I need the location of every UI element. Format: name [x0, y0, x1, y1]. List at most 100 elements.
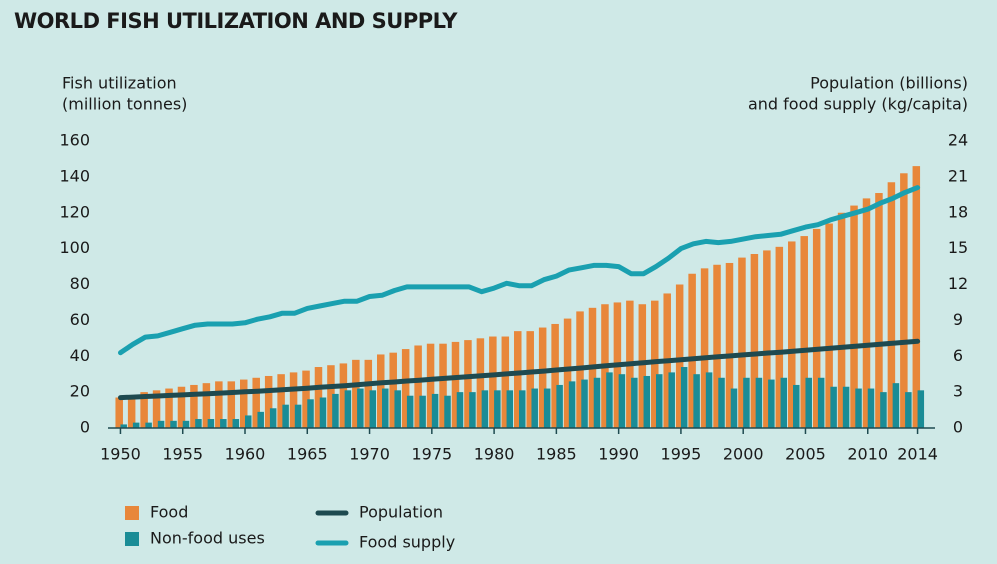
bar	[713, 264, 721, 428]
bar	[718, 377, 725, 428]
bar	[738, 257, 746, 428]
bar	[257, 411, 264, 428]
x-tick-label: 1960	[225, 445, 266, 464]
bar	[377, 354, 385, 428]
bar	[875, 193, 883, 428]
bar	[456, 392, 464, 428]
bar	[519, 390, 526, 428]
y2-tick-label: 24	[948, 131, 968, 150]
bar	[357, 388, 364, 428]
bar	[227, 381, 236, 428]
bar	[755, 377, 763, 428]
bar	[332, 393, 339, 428]
y2-axis-label: and food supply (kg/capita)	[748, 95, 968, 114]
bar	[406, 395, 414, 428]
bar	[132, 422, 140, 428]
bar	[190, 384, 198, 428]
bar	[788, 241, 796, 428]
bar	[232, 419, 240, 428]
y2-tick-label: 12	[948, 274, 968, 293]
y-axis-label: (million tonnes)	[62, 95, 187, 114]
bar	[277, 374, 285, 428]
bar	[439, 343, 447, 428]
bar	[494, 390, 501, 428]
x-tick-label: 2005	[785, 445, 826, 464]
x-tick-label: 1970	[349, 445, 390, 464]
bar	[917, 390, 925, 428]
bar	[750, 254, 759, 428]
bar	[314, 367, 323, 428]
y-axis-label: Fish utilization	[62, 74, 177, 93]
bar	[531, 388, 538, 428]
bar	[302, 370, 310, 428]
bar	[563, 318, 572, 428]
bar	[369, 390, 377, 428]
bar	[165, 388, 173, 428]
bar	[638, 304, 647, 428]
bar	[543, 388, 551, 428]
bar	[327, 365, 335, 428]
bar	[307, 399, 314, 428]
bar	[514, 331, 522, 428]
bar	[489, 336, 497, 428]
y-tick-label: 60	[70, 310, 90, 329]
bar	[215, 381, 223, 428]
bar	[464, 340, 472, 428]
bar	[688, 273, 696, 428]
bar	[157, 420, 165, 428]
bar	[177, 386, 186, 428]
bar	[115, 397, 123, 428]
bar	[469, 392, 476, 428]
y2-tick-label: 0	[953, 418, 963, 437]
line	[118, 185, 921, 356]
bar	[207, 419, 215, 428]
y-tick-label: 100	[59, 238, 90, 257]
bar	[551, 323, 559, 428]
bar	[252, 377, 260, 428]
bar	[152, 390, 161, 428]
y-tick-label: 20	[70, 382, 90, 401]
x-tick-label: 1990	[598, 445, 639, 464]
bar	[339, 363, 348, 428]
bar	[700, 268, 709, 428]
y-tick-label: 0	[80, 418, 90, 437]
bar	[145, 422, 152, 428]
bar	[862, 198, 871, 428]
bar	[643, 375, 651, 428]
bar	[364, 359, 373, 428]
legend-label: Food	[150, 503, 188, 522]
bar	[668, 372, 675, 428]
bar	[593, 377, 601, 428]
bar	[269, 408, 277, 428]
bar	[830, 386, 837, 428]
legend-swatch	[125, 506, 139, 520]
bar	[394, 390, 401, 428]
bar	[220, 419, 227, 428]
x-tick-label: 1980	[474, 445, 515, 464]
bar	[905, 392, 912, 428]
bar	[800, 236, 808, 428]
x-tick-label: 2010	[847, 445, 888, 464]
line	[118, 338, 921, 401]
bar	[656, 374, 663, 428]
bar	[414, 345, 422, 428]
bar	[812, 228, 821, 428]
y-tick-label: 40	[70, 346, 90, 365]
y-tick-label: 80	[70, 274, 90, 293]
bar	[282, 404, 289, 428]
bar	[680, 367, 688, 428]
x-tick-label: 1965	[287, 445, 328, 464]
y2-axis-label: Population (billions)	[810, 74, 968, 93]
bar	[892, 383, 900, 428]
bar	[195, 419, 202, 428]
bar	[705, 372, 713, 428]
bar	[581, 379, 588, 428]
x-tick-label: 1955	[162, 445, 203, 464]
bar	[780, 377, 788, 428]
bar	[825, 223, 833, 428]
x-tick-label: 1995	[661, 445, 702, 464]
legend-label: Population	[359, 503, 443, 522]
x-tick-label: 2000	[723, 445, 764, 464]
bar	[850, 205, 858, 428]
bar	[675, 284, 684, 428]
